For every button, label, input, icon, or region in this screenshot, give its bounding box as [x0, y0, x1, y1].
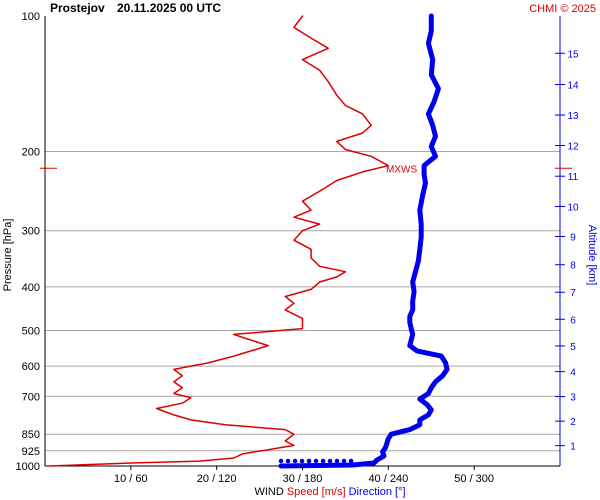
direction-dot [292, 458, 298, 464]
pressure-tick-label: 925 [22, 446, 40, 458]
direction-dot [278, 458, 284, 464]
wind-axis-label-part: Speed [m/s] [284, 486, 346, 498]
direction-dot [313, 458, 319, 464]
pressure-tick-label: 1000 [16, 461, 40, 473]
wind-tick-label: 40 / 240 [368, 473, 408, 485]
pressure-tick-label: 100 [22, 11, 40, 23]
speed-line [48, 15, 390, 467]
pressure-tick-label: 400 [22, 282, 40, 294]
max-wind-markers: MXWS [40, 164, 572, 175]
altitude-tick-label: 1 [570, 442, 576, 453]
altitude-tick-label: 14 [567, 81, 579, 92]
pressure-tick-label: 600 [22, 361, 40, 373]
altitude-tick-label: 11 [568, 172, 579, 183]
wind-axis-label-part: WIND [254, 486, 283, 498]
pressure-tick-label: 850 [22, 429, 40, 441]
altitude-tick-label: 9 [570, 232, 576, 243]
altitude-tick-label: 6 [570, 315, 576, 326]
altitude-tick-label: 7 [570, 288, 576, 299]
wind-axis-label: WIND Speed [m/s] Direction [°] [254, 486, 405, 498]
altitude-tick-label: 10 [567, 202, 579, 213]
pressure-gridlines [45, 150, 560, 452]
direction-dot [306, 458, 312, 464]
pressure-tick-label: 500 [22, 326, 40, 338]
plot-frame [44, 16, 561, 467]
direction-dot [334, 458, 340, 464]
altitude-tick-label: 5 [570, 342, 576, 353]
pressure-tick-label: 300 [22, 226, 40, 238]
direction-dot [299, 458, 305, 464]
pressure-axis-label: Pressure [hPa] [2, 219, 14, 292]
pressure-tick-label: 200 [22, 146, 40, 158]
direction-dot [341, 458, 347, 464]
direction-dot [285, 458, 291, 464]
wind-series [48, 13, 450, 469]
credit-text: CHMI © 2025 [529, 3, 596, 15]
pressure-tick-label: 700 [22, 391, 40, 403]
wind-tick-label: 50 / 300 [454, 473, 494, 485]
altitude-tick-label: 2 [570, 417, 576, 428]
altitude-tick-label: 15 [567, 49, 579, 60]
sounding-datetime: 20.11.2025 00 UTC [117, 1, 221, 15]
direction-dot [327, 458, 333, 464]
station-name: Prostejov [50, 1, 105, 15]
pressure-axis: 100 200 300 400 500 600 700 850 925 1000 [16, 11, 40, 473]
wind-tick-label: 10 / 60 [114, 473, 148, 485]
direction-dot [348, 458, 354, 464]
altitude-tick-label: 4 [570, 368, 576, 379]
altitude-tick-label: 12 [567, 142, 579, 153]
altitude-tick-label: 3 [570, 393, 576, 404]
max-wind-label: MXWS [386, 164, 417, 175]
wind-axis: 10 / 60 20 / 120 30 / 180 40 / 240 50 / 300 [114, 466, 494, 485]
direction-line [278, 13, 450, 469]
wind-tick-label: 20 / 120 [197, 473, 237, 485]
direction-dot [320, 458, 326, 464]
altitude-axis-label: Altitude [km] [586, 225, 598, 286]
altitude-tick-label: 13 [567, 111, 579, 122]
altitude-tick-label: 8 [570, 261, 576, 272]
wind-axis-label-part: Direction [°] [346, 486, 406, 498]
wind-tick-label: 30 / 180 [283, 473, 323, 485]
